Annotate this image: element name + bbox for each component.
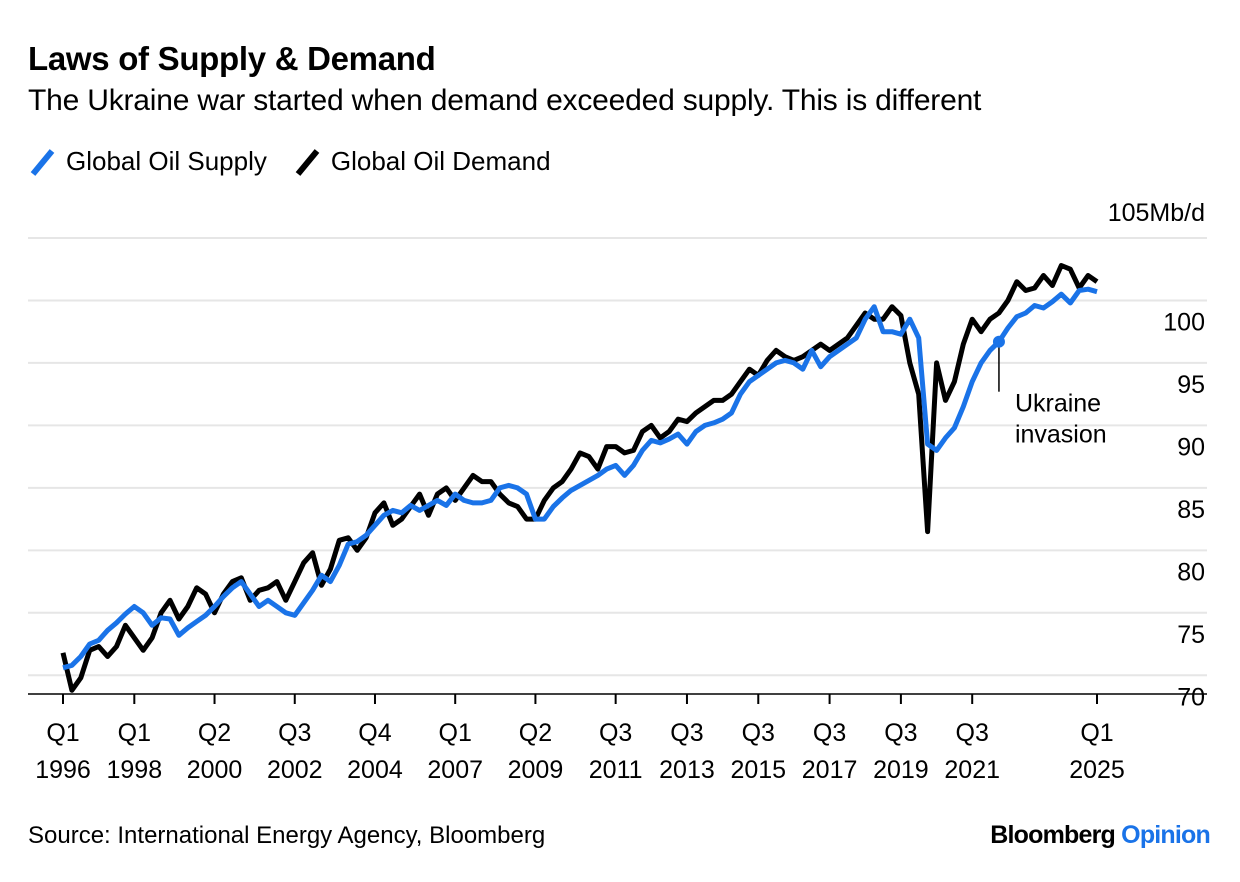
x-tick-year-0: 1996 [35, 756, 91, 784]
annotation-marker-0 [992, 335, 1005, 348]
x-tick-year-12: 2021 [944, 756, 1000, 784]
chart-title: Laws of Supply & Demand [28, 40, 436, 77]
legend-swatch-supply [30, 148, 55, 176]
legend-item-supply: Global Oil Supply [28, 146, 267, 177]
x-tick-year-1: 1998 [106, 756, 162, 784]
y-unit-label: 105Mb/d [1108, 199, 1205, 227]
legend-item-demand: Global Oil Demand [293, 146, 551, 177]
chart-subtitle: The Ukraine war started when demand exce… [28, 84, 982, 117]
x-tick-quarter-12: Q3 [956, 719, 989, 747]
annotation-text-0-1: invasion [1015, 421, 1107, 449]
y-tick-label-100: 100 [1163, 308, 1205, 336]
y-tick-label-90: 90 [1177, 433, 1205, 461]
brand-suffix: Opinion [1121, 821, 1211, 849]
x-tick-quarter-11: Q3 [884, 719, 917, 747]
y-tick-label-70: 70 [1177, 683, 1205, 711]
x-tick-year-7: 2011 [589, 756, 643, 784]
y-tick-label-85: 85 [1177, 496, 1205, 524]
legend: Global Oil Supply Global Oil Demand [28, 146, 577, 177]
legend-label-demand: Global Oil Demand [330, 146, 551, 176]
x-tick-year-6: 2009 [508, 756, 564, 784]
x-tick-quarter-6: Q2 [519, 719, 552, 747]
x-tick-quarter-1: Q1 [118, 719, 151, 747]
legend-swatch-demand [295, 148, 320, 176]
x-tick-year-11: 2019 [873, 756, 929, 784]
brand-logo: Bloomberg Opinion [990, 821, 1211, 850]
x-tick-quarter-2: Q2 [198, 719, 231, 747]
y-tick-label-95: 95 [1177, 371, 1205, 399]
x-tick-year-3: 2002 [267, 756, 323, 784]
y-tick-label-75: 75 [1177, 621, 1205, 649]
series-line-demand [60, 263, 1099, 693]
x-tick-quarter-9: Q3 [742, 719, 775, 747]
x-tick-year-5: 2007 [427, 756, 483, 784]
x-tick-year-10: 2017 [802, 756, 858, 784]
x-tick-quarter-7: Q3 [599, 719, 632, 747]
source-note: Source: International Energy Agency, Blo… [28, 822, 546, 849]
x-tick-quarter-3: Q3 [278, 719, 311, 747]
x-tick-year-2: 2000 [187, 756, 243, 784]
x-tick-quarter-10: Q3 [813, 719, 846, 747]
annotation-text-0-0: Ukraine [1015, 390, 1101, 418]
x-tick-quarter-13: Q1 [1080, 719, 1113, 747]
brand-name: Bloomberg [990, 821, 1116, 849]
x-tick-year-4: 2004 [347, 756, 403, 784]
x-tick-quarter-0: Q1 [46, 719, 79, 747]
x-tick-quarter-4: Q4 [358, 719, 391, 747]
x-tick-year-8: 2013 [659, 756, 715, 784]
x-tick-year-9: 2015 [730, 756, 786, 784]
legend-label-supply: Global Oil Supply [66, 146, 267, 176]
y-tick-label-80: 80 [1177, 558, 1205, 586]
series-line-supply [62, 286, 1098, 671]
x-tick-quarter-8: Q3 [670, 719, 703, 747]
x-tick-quarter-5: Q1 [439, 719, 472, 747]
x-tick-year-13: 2025 [1069, 756, 1125, 784]
